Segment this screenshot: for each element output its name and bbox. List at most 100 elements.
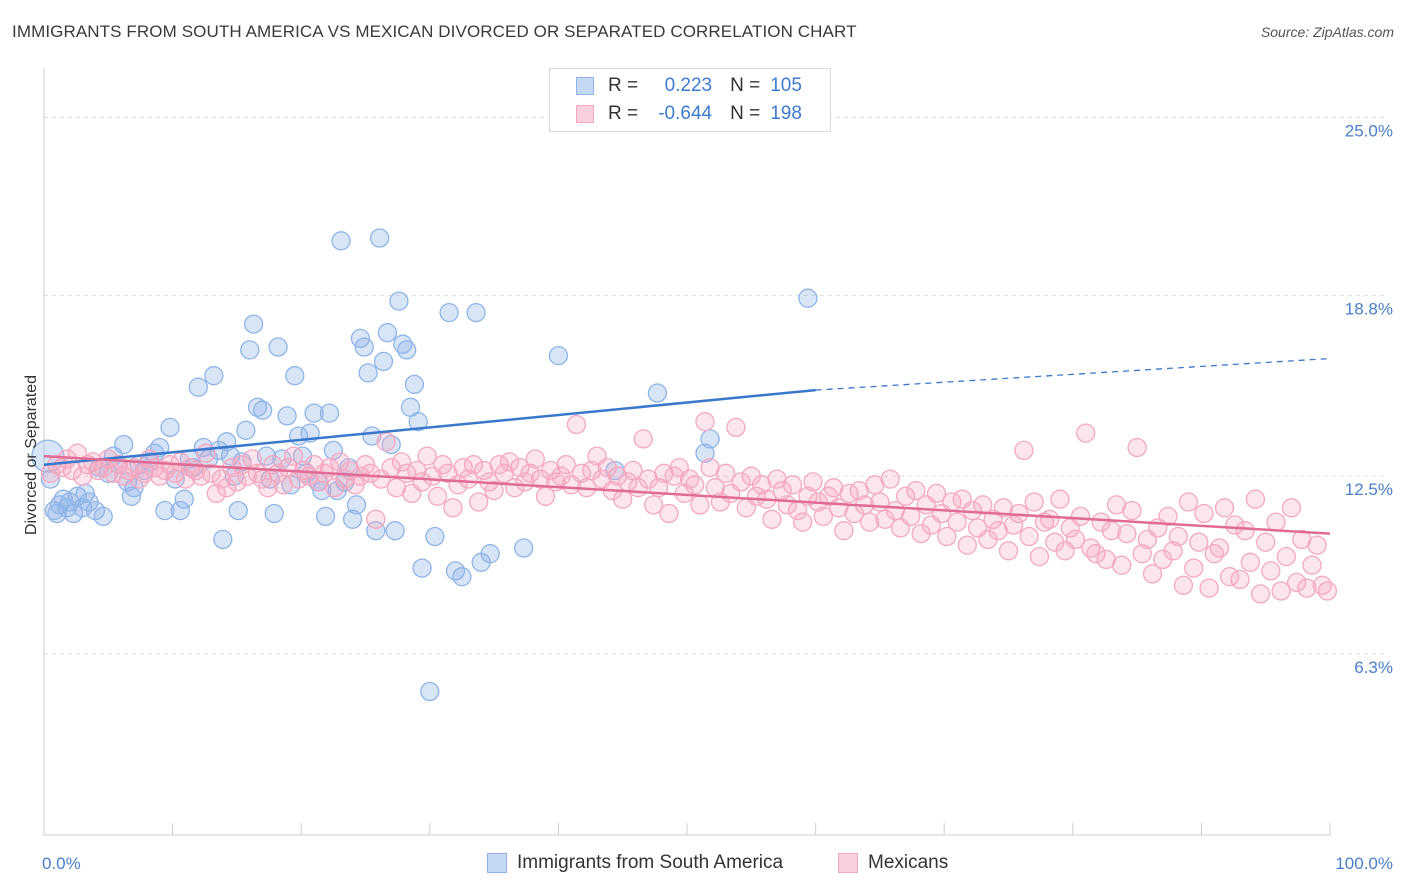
- point-immigrants: [358, 363, 378, 383]
- point-immigrants: [412, 558, 432, 578]
- point-immigrants: [700, 429, 720, 449]
- point-mexicans: [1245, 489, 1266, 509]
- y-tick-label: 6.3%: [1354, 658, 1393, 677]
- point-mexicans: [1024, 492, 1044, 512]
- point-immigrants: [377, 323, 398, 343]
- point-immigrants: [369, 228, 390, 248]
- point-immigrants: [381, 434, 401, 455]
- point-immigrants: [268, 337, 288, 357]
- point-immigrants: [425, 526, 445, 547]
- point-mexicans: [906, 480, 926, 501]
- point-mexicans: [1040, 509, 1060, 529]
- point-mexicans: [1214, 498, 1235, 518]
- y-tick-label: 12.5%: [1345, 480, 1393, 499]
- point-mexicans: [1286, 572, 1307, 593]
- point-mexicans: [463, 455, 484, 475]
- y-tick-label: 18.8%: [1345, 299, 1393, 318]
- point-mexicans: [1142, 564, 1163, 584]
- point-mexicans: [1240, 552, 1260, 572]
- point-mexicans: [1230, 569, 1250, 590]
- point-immigrants: [155, 500, 175, 521]
- legend-r-value: -0.644: [658, 103, 713, 124]
- point-mexicans: [360, 463, 381, 483]
- point-immigrants: [389, 291, 409, 311]
- point-mexicans: [782, 475, 803, 495]
- point-immigrants: [480, 544, 500, 564]
- point-immigrants: [798, 288, 818, 308]
- point-immigrants: [319, 403, 340, 423]
- point-mexicans: [499, 452, 520, 472]
- point-immigrants: [366, 521, 386, 541]
- point-immigrants: [304, 403, 324, 423]
- point-immigrants: [170, 500, 190, 521]
- point-immigrants: [213, 529, 233, 550]
- legend-swatch-mexicans: [576, 105, 594, 123]
- point-mexicans: [1070, 506, 1091, 527]
- point-mexicans: [1112, 555, 1132, 575]
- point-mexicans: [458, 469, 479, 489]
- point-mexicans: [731, 472, 751, 492]
- legend-swatch-immigrants: [487, 853, 507, 873]
- point-immigrants: [408, 412, 428, 432]
- axes: [43, 68, 1331, 836]
- legend-swatch-mexicans: [838, 853, 858, 873]
- point-immigrants: [247, 397, 268, 417]
- point-mexicans: [937, 526, 957, 547]
- point-mexicans: [1158, 506, 1178, 527]
- point-mexicans: [283, 446, 304, 466]
- grid-lines: [44, 116, 1385, 655]
- point-immigrants: [252, 400, 273, 420]
- point-immigrants: [342, 509, 363, 529]
- point-immigrants: [188, 377, 208, 397]
- point-mexicans: [1261, 561, 1281, 581]
- point-immigrants: [160, 417, 180, 438]
- point-mexicans: [366, 509, 386, 529]
- point-immigrants: [695, 443, 715, 463]
- point-immigrants: [264, 503, 284, 524]
- point-immigrants: [243, 314, 264, 334]
- point-mexicans: [813, 506, 833, 527]
- point-mexicans: [947, 512, 967, 532]
- legend-r-value: 0.223: [664, 75, 713, 96]
- point-mexicans: [484, 480, 504, 501]
- point-mexicans: [1122, 500, 1142, 521]
- y-axis-label: Divorced or Separated: [23, 375, 40, 535]
- point-mexicans: [803, 472, 823, 492]
- point-mexicans: [391, 452, 412, 472]
- point-immigrants: [385, 521, 405, 541]
- point-mexicans: [510, 457, 530, 478]
- point-mexicans: [427, 486, 448, 506]
- point-mexicans: [1189, 532, 1209, 552]
- point-immigrants: [236, 420, 256, 440]
- x-tick-label-max: 100.0%: [1335, 854, 1393, 873]
- point-mexicans: [566, 414, 587, 435]
- point-immigrants: [204, 366, 224, 386]
- legend-n-label: N =: [730, 103, 761, 124]
- point-immigrants: [346, 495, 367, 515]
- point-mexicans: [1302, 555, 1322, 575]
- point-mexicans: [726, 417, 746, 438]
- point-mexicans: [1209, 538, 1230, 558]
- point-mexicans: [124, 457, 144, 478]
- x-tick-label-min: 0.0%: [42, 854, 81, 873]
- point-mexicans: [1250, 584, 1271, 604]
- point-immigrants: [277, 406, 297, 426]
- point-immigrants: [373, 351, 394, 372]
- legend-label-immigrants: Immigrants from South America: [517, 852, 784, 873]
- point-mexicans: [998, 541, 1019, 561]
- legend-item-immigrants: Immigrants from South America: [487, 852, 783, 874]
- legend-n-label: N =: [730, 75, 761, 96]
- point-mexicans: [520, 463, 540, 483]
- point-mexicans: [258, 478, 278, 498]
- point-mexicans: [1178, 492, 1199, 512]
- point-immigrants: [647, 383, 668, 403]
- correlation-legend: R = 0.223 N = 105 R = -0.644 N = 198: [549, 68, 831, 132]
- point-mexicans: [206, 483, 226, 504]
- trend-lines: [43, 357, 1331, 535]
- point-mexicans: [1271, 581, 1291, 601]
- point-immigrants: [514, 538, 534, 558]
- point-mexicans: [793, 512, 813, 532]
- point-mexicans: [1127, 437, 1147, 458]
- point-mexicans: [1276, 546, 1296, 567]
